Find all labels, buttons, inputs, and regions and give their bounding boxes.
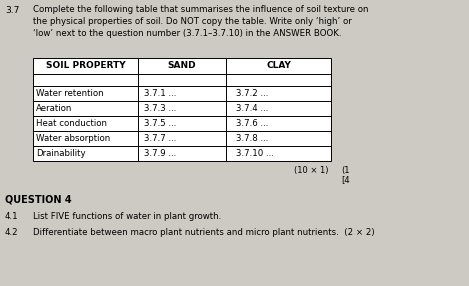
Text: Water absorption: Water absorption: [36, 134, 110, 143]
Text: 3.7.10 ...: 3.7.10 ...: [236, 149, 274, 158]
Text: 3.7.8 ...: 3.7.8 ...: [236, 134, 268, 143]
Text: 3.7.3 ...: 3.7.3 ...: [144, 104, 176, 113]
Text: 3.7: 3.7: [5, 6, 19, 15]
Text: Water retention: Water retention: [36, 89, 104, 98]
Text: (10 × 1): (10 × 1): [295, 166, 329, 175]
Text: 3.7.6 ...: 3.7.6 ...: [236, 119, 268, 128]
Text: 3.7.1 ...: 3.7.1 ...: [144, 89, 176, 98]
Text: 3.7.7 ...: 3.7.7 ...: [144, 134, 176, 143]
Text: 3.7.5 ...: 3.7.5 ...: [144, 119, 176, 128]
Text: Differentiate between macro plant nutrients and micro plant nutrients.  (2 × 2): Differentiate between macro plant nutrie…: [33, 228, 375, 237]
Text: Heat conduction: Heat conduction: [36, 119, 107, 128]
Text: SAND: SAND: [168, 61, 197, 71]
Text: CLAY: CLAY: [266, 61, 291, 71]
Text: Aeration: Aeration: [36, 104, 72, 113]
Text: 3.7.2 ...: 3.7.2 ...: [236, 89, 268, 98]
Text: [4: [4: [341, 175, 349, 184]
Text: 4.1: 4.1: [5, 212, 19, 221]
Text: 3.7.9 ...: 3.7.9 ...: [144, 149, 176, 158]
Text: 4.2: 4.2: [5, 228, 19, 237]
Text: QUESTION 4: QUESTION 4: [5, 195, 72, 205]
Bar: [33, 58, 331, 161]
Text: (1: (1: [341, 166, 349, 175]
Text: Drainability: Drainability: [36, 149, 86, 158]
Text: List FIVE functions of water in plant growth.: List FIVE functions of water in plant gr…: [33, 212, 221, 221]
Text: SOIL PROPERTY: SOIL PROPERTY: [45, 61, 125, 71]
Text: Complete the following table that summarises the influence of soil texture on
th: Complete the following table that summar…: [33, 5, 369, 38]
Text: 3.7.4 ...: 3.7.4 ...: [236, 104, 268, 113]
